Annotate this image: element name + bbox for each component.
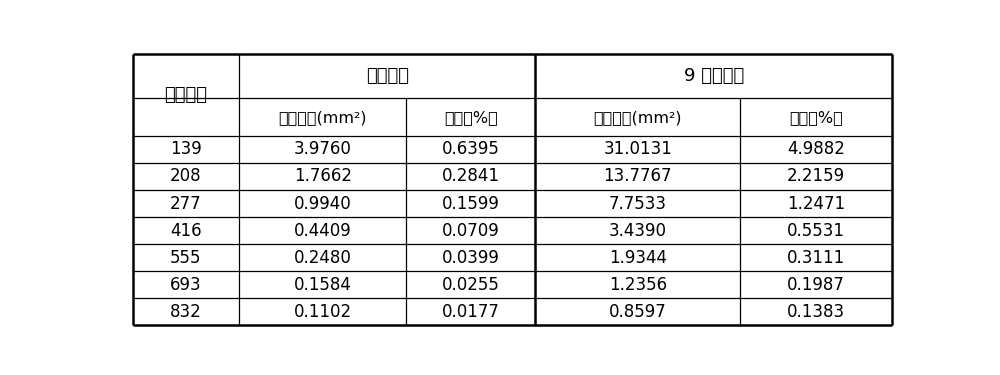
Text: 0.6395: 0.6395 xyxy=(442,141,500,159)
Text: 比例（%）: 比例（%） xyxy=(789,110,843,125)
Text: 31.0131: 31.0131 xyxy=(603,141,672,159)
Text: 0.0177: 0.0177 xyxy=(442,303,500,321)
Text: 0.0709: 0.0709 xyxy=(442,222,500,240)
Text: 693: 693 xyxy=(170,276,202,294)
Text: 0.5531: 0.5531 xyxy=(787,222,845,240)
Text: 3.4390: 3.4390 xyxy=(609,222,667,240)
Text: 4.9882: 4.9882 xyxy=(787,141,845,159)
Text: 416: 416 xyxy=(170,222,202,240)
Text: 0.1383: 0.1383 xyxy=(787,303,845,321)
Text: 视阈面积(mm²): 视阈面积(mm²) xyxy=(278,110,367,125)
Text: 0.3111: 0.3111 xyxy=(787,249,845,267)
Text: 3.9760: 3.9760 xyxy=(294,141,352,159)
Text: 0.1102: 0.1102 xyxy=(294,303,352,321)
Text: 0.1987: 0.1987 xyxy=(787,276,845,294)
Text: 0.8597: 0.8597 xyxy=(609,303,667,321)
Text: 2.2159: 2.2159 xyxy=(787,168,845,186)
Text: 208: 208 xyxy=(170,168,202,186)
Text: 0.1584: 0.1584 xyxy=(294,276,352,294)
Text: 7.7533: 7.7533 xyxy=(609,195,667,213)
Text: 1.9344: 1.9344 xyxy=(609,249,667,267)
Text: 视阈面积(mm²): 视阈面积(mm²) xyxy=(594,110,682,125)
Text: 0.1599: 0.1599 xyxy=(442,195,500,213)
Text: 0.0255: 0.0255 xyxy=(442,276,500,294)
Text: 0.0399: 0.0399 xyxy=(442,249,500,267)
Text: 1.2471: 1.2471 xyxy=(787,195,845,213)
Text: 0.2480: 0.2480 xyxy=(294,249,352,267)
Text: 0.9940: 0.9940 xyxy=(294,195,352,213)
Text: 1.2356: 1.2356 xyxy=(609,276,667,294)
Text: 1.7662: 1.7662 xyxy=(294,168,352,186)
Text: 放大倍数: 放大倍数 xyxy=(164,86,207,104)
Text: 0.4409: 0.4409 xyxy=(294,222,352,240)
Text: 比例（%）: 比例（%） xyxy=(444,110,498,125)
Text: 0.2841: 0.2841 xyxy=(442,168,500,186)
Text: 单个视阈: 单个视阈 xyxy=(366,67,409,85)
Text: 555: 555 xyxy=(170,249,202,267)
Text: 832: 832 xyxy=(170,303,202,321)
Text: 139: 139 xyxy=(170,141,202,159)
Text: 13.7767: 13.7767 xyxy=(604,168,672,186)
Text: 9 视阈拼接: 9 视阈拼接 xyxy=(684,67,744,85)
Text: 277: 277 xyxy=(170,195,202,213)
